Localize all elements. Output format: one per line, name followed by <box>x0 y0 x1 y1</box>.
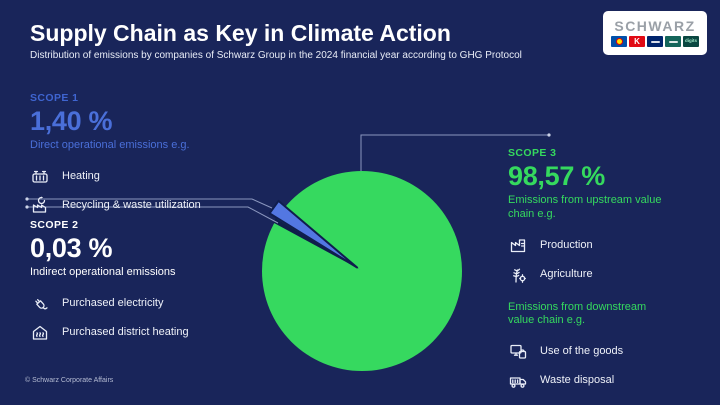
list-item: Production <box>508 235 670 255</box>
scope2-block: SCOPE 2 0,03 % Indirect operational emis… <box>30 219 255 342</box>
scope1-description: Direct operational emissions e.g. <box>30 139 190 151</box>
item-label: Production <box>540 238 593 251</box>
connector-lines <box>25 133 551 224</box>
heating-icon <box>30 166 50 186</box>
scope2-items: Purchased electricity Purchased district… <box>30 293 255 342</box>
logo-text-bar <box>650 40 660 43</box>
scope3-label: SCOPE 3 <box>508 147 557 159</box>
page-title: Supply Chain as Key in Climate Action <box>30 20 451 46</box>
scope1-value: 1,40 % <box>30 106 113 136</box>
logo-text-bar <box>668 40 678 43</box>
prezero-logo <box>665 36 681 47</box>
brand-logo-strip: K digits <box>611 36 699 47</box>
item-label: Purchased district heating <box>62 325 189 338</box>
list-item: Waste disposal <box>508 370 670 390</box>
goods-icon <box>508 341 528 361</box>
scope3-upstream-items: Production Agriculture <box>508 235 670 284</box>
scope3-value: 98,57 % <box>508 161 605 191</box>
list-item: Purchased electricity <box>30 293 255 313</box>
scope2-value: 0,03 % <box>30 233 113 263</box>
scope2-label: SCOPE 2 <box>30 219 79 231</box>
production-icon <box>508 235 528 255</box>
electricity-plug-icon <box>30 293 50 313</box>
lidl-logo-dot <box>615 38 623 45</box>
district-heating-icon <box>30 322 50 342</box>
connector-dot <box>25 205 29 209</box>
pie-slice-scope1 <box>268 199 359 269</box>
item-label: Recycling & waste utilization <box>62 198 201 211</box>
waste-disposal-icon <box>508 370 528 390</box>
schwarz-digits-logo: digits <box>683 36 699 47</box>
schwarz-produktion-logo <box>647 36 663 47</box>
lidl-logo <box>611 36 627 47</box>
item-label: Agriculture <box>540 267 593 280</box>
agriculture-icon <box>508 264 528 284</box>
schwarz-wordmark: SCHWARZ <box>614 18 696 34</box>
item-label: Heating <box>62 169 100 182</box>
item-label: Use of the goods <box>540 345 624 357</box>
page-subtitle: Distribution of emissions by companies o… <box>30 50 522 61</box>
list-item: Recycling & waste utilization <box>30 195 250 215</box>
schwarz-group-logo: SCHWARZ K digits <box>603 11 707 55</box>
scope2-description: Indirect operational emissions <box>30 266 176 278</box>
scope1-items: Heating Recycling & waste utilization <box>30 166 250 215</box>
list-item: Heating <box>30 166 250 186</box>
list-item: Agriculture <box>508 264 670 284</box>
scope3-connector-line <box>360 134 549 171</box>
credit-note: © Schwarz Corporate Affairs <box>25 377 114 384</box>
list-item: Purchased district heating <box>30 322 255 342</box>
connector-dot <box>547 133 551 137</box>
item-label: Waste disposal <box>540 374 615 386</box>
pie-slice-scope3 <box>262 171 462 371</box>
scope3-block: SCOPE 3 98,57 % Emissions from upstream … <box>508 147 670 390</box>
scope3-downstream-items: Use of the goods Waste disposal <box>508 341 670 390</box>
scope1-block: SCOPE 1 1,40 % Direct operational emissi… <box>30 92 250 215</box>
connector-dot <box>25 197 29 201</box>
item-label: Purchased electricity <box>62 296 164 309</box>
scope3-upstream-description: Emissions from upstream value chain e.g. <box>508 194 662 220</box>
recycling-icon <box>30 195 50 215</box>
list-item: Use of the goods <box>508 341 670 361</box>
scope2-connector-line <box>27 206 279 224</box>
scope3-downstream-description: Emissions from downstream value chain e.… <box>508 300 647 327</box>
scope1-connector-line <box>27 198 273 209</box>
kaufland-logo: K <box>629 36 645 47</box>
scope1-label: SCOPE 1 <box>30 92 79 104</box>
